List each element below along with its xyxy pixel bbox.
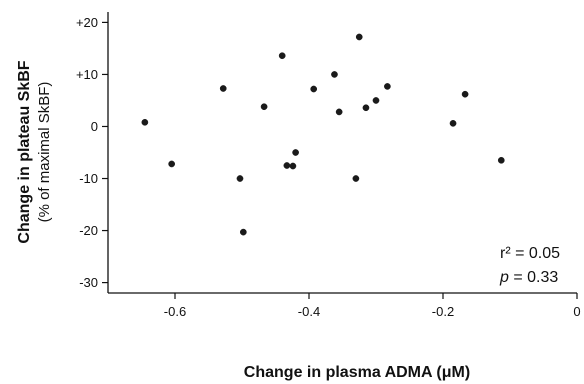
p-value-symbol: p [499,269,509,286]
data-point [236,175,244,182]
x-tick-label: -0.6 [164,304,186,319]
x-tick-label: -0.4 [298,304,320,319]
y-tick-label: +10 [76,67,98,82]
x-axis-title: Change in plasma ADMA (μM) [244,364,470,381]
data-point [292,149,299,156]
y-axis-title: Change in plateau SkBF [16,60,33,243]
data-point [283,162,291,169]
ticks: +20 +10 0 -10 -20 -30 -0.6 -0.4 -0.2 0 [76,15,581,319]
data-point [260,103,268,111]
axes [107,12,577,294]
p-value-text: = 0.33 [509,269,558,286]
data-points [141,33,505,236]
x-tick-label: 0 [573,304,580,319]
data-point [219,85,227,92]
data-point [362,104,370,112]
stats-annotation: r² = 0.05 p = 0.33 [499,245,560,286]
y-tick-label: -10 [79,171,98,186]
data-point [384,83,391,90]
data-point [352,175,360,182]
y-tick-label: -20 [79,223,98,238]
data-point [239,228,247,236]
y-tick-label: 0 [91,119,98,134]
p-value-label: p = 0.33 [499,269,558,286]
data-point [278,52,286,60]
r-squared-label: r² = 0.05 [500,245,560,262]
data-point [289,162,297,170]
data-point [331,71,338,78]
data-point [497,156,505,164]
data-point [335,108,343,116]
data-point [372,97,380,104]
data-point [310,85,318,93]
data-point [449,120,457,127]
y-tick-label: +20 [76,15,98,30]
data-point [168,160,175,168]
data-point [461,90,469,98]
y-tick-label: -30 [79,275,98,290]
x-tick-label: -0.2 [432,304,454,319]
y-axis-subtitle: (% of maximal SkBF) [36,82,53,223]
data-point [355,33,363,41]
data-point [141,118,149,126]
